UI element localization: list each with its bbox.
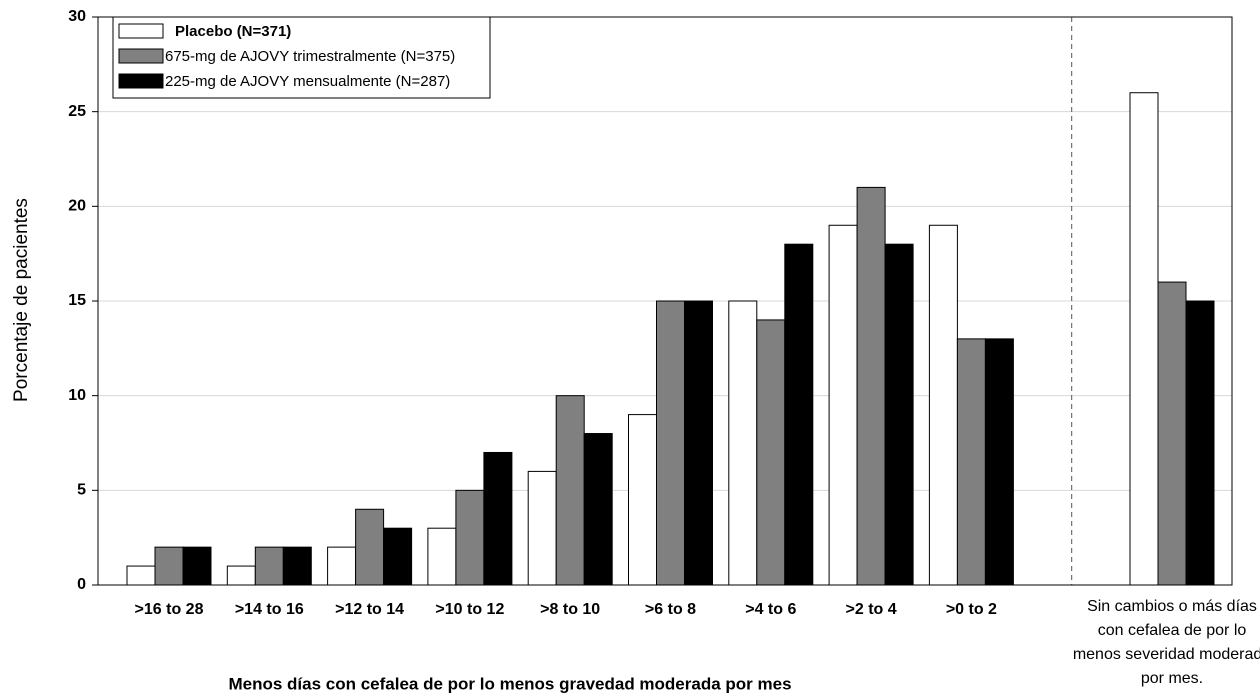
plot-frame [97,16,1233,586]
legend-box [112,16,491,99]
bar [583,433,613,586]
x-tick-label: >0 to 2 [945,601,997,618]
bar [226,565,256,586]
bar [1185,300,1215,586]
bar [182,546,212,586]
y-tick-label: 15 [68,292,86,309]
x-tick-label: >14 to 16 [234,601,304,618]
bar [254,546,284,586]
x-tick-label: >16 to 28 [134,601,204,618]
x-tick-label: >4 to 6 [745,601,797,618]
y-tick-label: 10 [68,387,86,404]
bar [327,546,357,586]
bar [383,527,413,586]
bar [628,414,657,586]
x-tick-label: Sin cambios o más días con cefalea de po… [1072,598,1260,687]
bar [555,395,585,586]
legend-swatch [118,48,164,64]
bar [427,527,457,586]
y-tick-label: 0 [77,576,86,593]
bar [928,224,958,586]
bar [656,300,685,586]
legend-swatch [118,73,164,89]
legend-swatch [118,23,164,39]
bar [483,451,513,586]
bar [984,338,1014,586]
bar [455,489,485,586]
x-tick-label: >10 to 12 [435,601,505,618]
x-axis-title: Menos días con cefalea de por lo menos g… [228,674,791,693]
bar [154,546,184,586]
y-tick-label: 25 [68,103,86,120]
bar [784,243,814,586]
y-axis-title: Porcentaje de pacientes [11,198,32,402]
x-tick-label: >8 to 10 [540,601,601,618]
x-tick-label: >2 to 4 [845,601,897,618]
bar [956,338,986,586]
y-tick-label: 20 [68,198,86,215]
bar [1157,281,1187,586]
bar [126,565,156,586]
bar [355,508,385,586]
bar [282,546,312,586]
y-tick-label: 5 [77,482,86,499]
bar [527,470,557,586]
bar [856,186,886,586]
y-tick-label: 30 [68,8,86,25]
bar [884,243,914,586]
legend-label: 675-mg de AJOVY trimestralmente (N=375) [165,48,455,65]
bar [828,224,858,586]
x-tick-label: >6 to 8 [644,601,697,618]
legend-label: 225-mg de AJOVY mensualmente (N=287) [165,73,450,90]
legend-label: Placebo (N=371) [175,23,291,40]
bar [684,300,713,586]
bar [728,300,758,586]
x-tick-label: >12 to 14 [335,601,405,618]
bar [756,319,786,586]
bar [1129,92,1159,586]
